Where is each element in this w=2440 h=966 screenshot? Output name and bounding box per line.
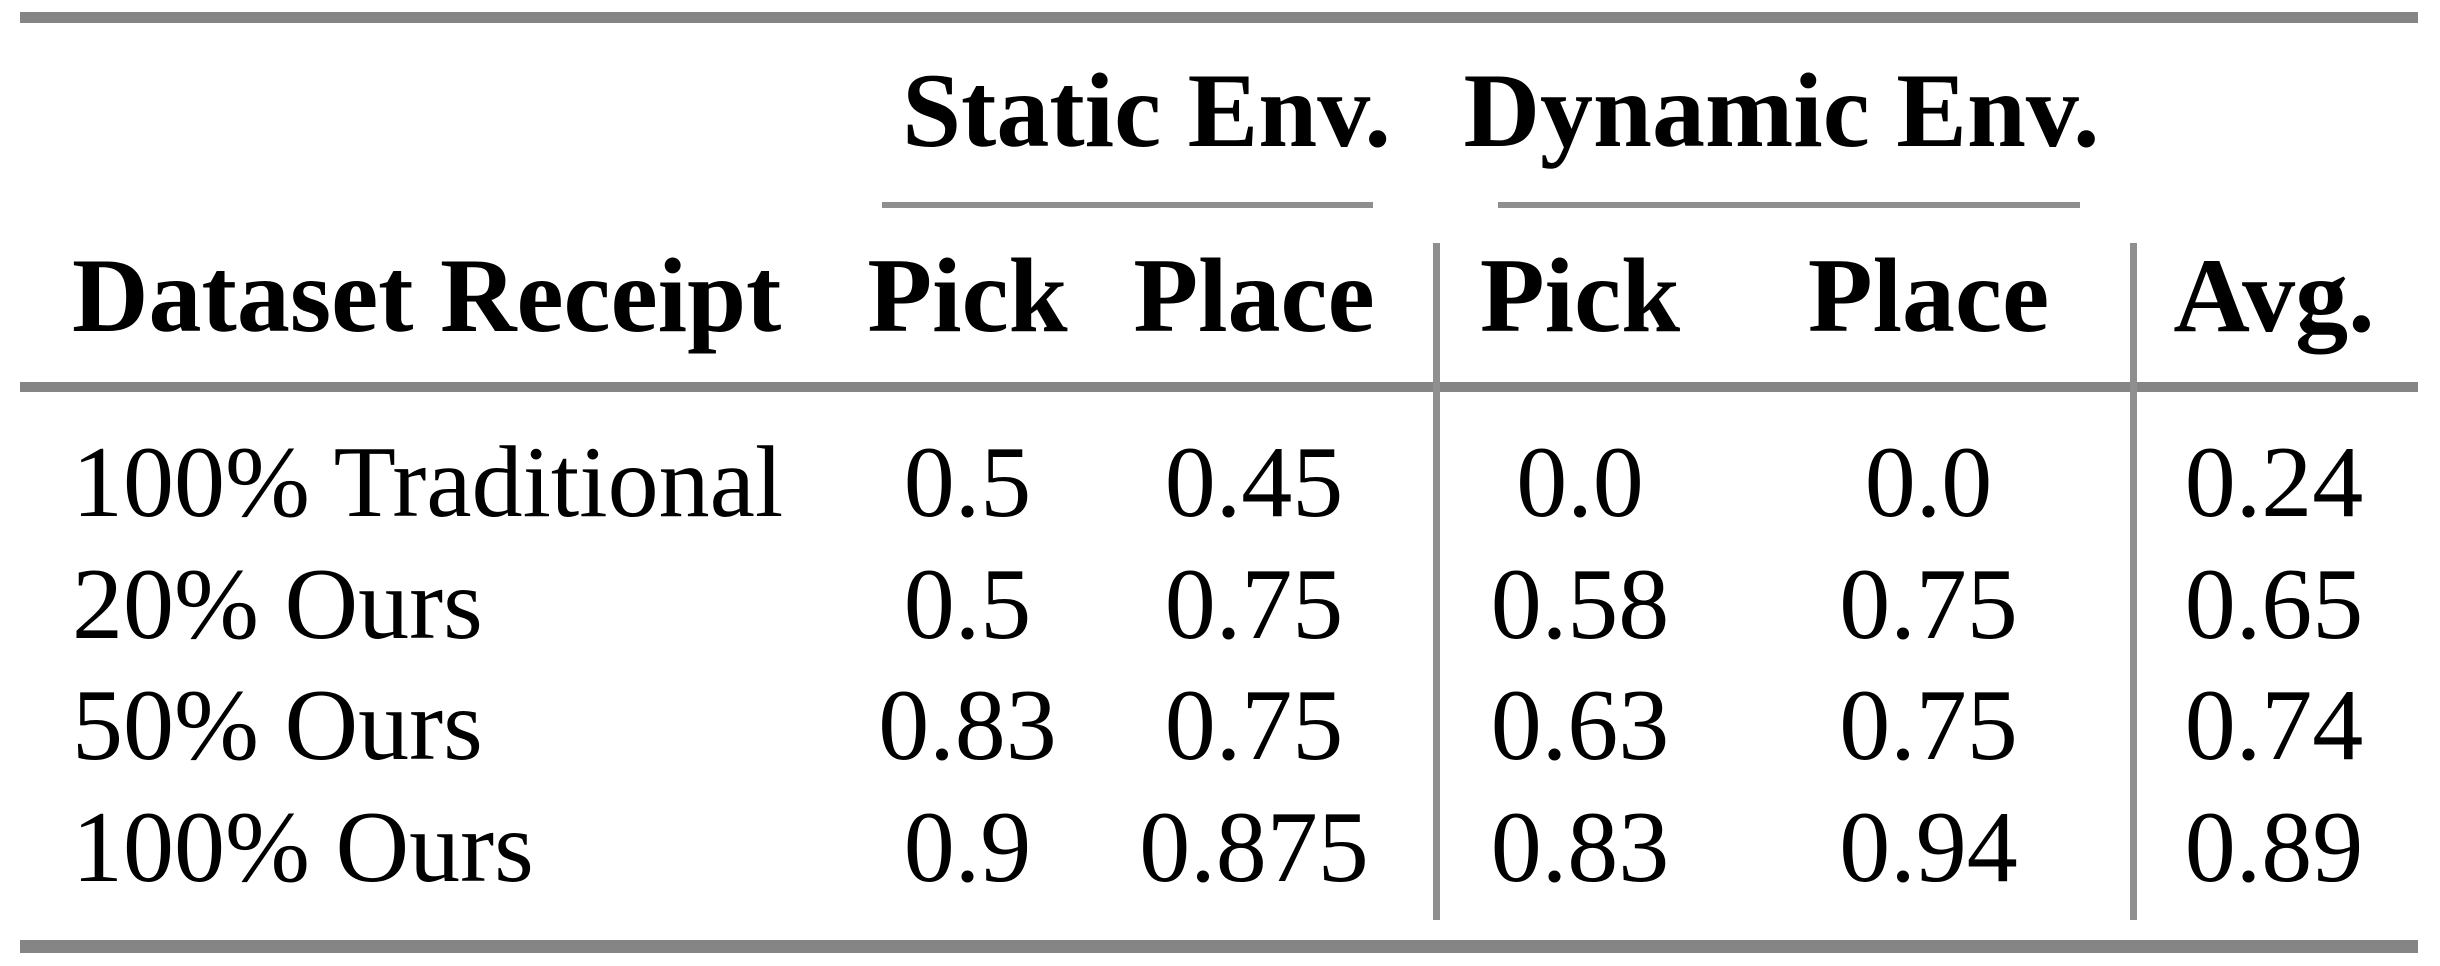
table-row: 100% Traditional 0.5 0.45 0.0 0.0 0.24 (20, 422, 2418, 543)
row-label: 20% Ours (72, 547, 483, 661)
cell-static-pick: 0.9 (903, 790, 1032, 904)
cell-static-pick: 0.83 (878, 668, 1057, 782)
cell-dynamic-place: 0.0 (1864, 425, 1993, 539)
cell-avg: 0.65 (2184, 547, 2364, 661)
column-divider-avg (2130, 243, 2137, 920)
static-env-group-header: Static Env. (902, 52, 1391, 169)
cell-static-place: 0.45 (1164, 425, 1344, 539)
cell-dynamic-pick: 0.0 (1516, 425, 1644, 539)
cell-avg: 0.24 (2184, 425, 2364, 539)
cell-static-pick: 0.5 (903, 425, 1032, 539)
bottom-rule (20, 940, 2418, 953)
cell-avg: 0.74 (2184, 668, 2364, 782)
header-separator-rule (20, 382, 2418, 392)
cell-static-place: 0.875 (1139, 790, 1369, 904)
cell-dynamic-place: 0.94 (1839, 790, 2018, 904)
dynamic-env-underline-rule (1498, 202, 2080, 208)
cell-dynamic-place: 0.75 (1839, 547, 2018, 661)
cell-static-place: 0.75 (1164, 547, 1344, 661)
table-row: 100% Ours 0.9 0.875 0.83 0.94 0.89 (20, 787, 2418, 908)
cell-dynamic-pick: 0.63 (1490, 668, 1670, 782)
top-rule (20, 12, 2418, 23)
cell-dynamic-place: 0.75 (1839, 668, 2018, 782)
table-row: 20% Ours 0.5 0.75 0.58 0.75 0.65 (20, 544, 2418, 665)
header-static-place: Place (1133, 237, 1375, 354)
static-env-underline-rule (882, 202, 1373, 208)
cell-static-pick: 0.5 (903, 547, 1032, 661)
column-divider-static-dynamic (1433, 243, 1440, 920)
header-dynamic-place: Place (1807, 237, 2050, 354)
column-header-row: Dataset Receipt Pick Place Pick Place Av… (20, 231, 2418, 361)
cell-dynamic-pick: 0.83 (1490, 790, 1670, 904)
row-label: 100% Traditional (72, 425, 784, 539)
row-label: 100% Ours (72, 790, 534, 904)
dynamic-env-group-header: Dynamic Env. (1463, 52, 2100, 169)
row-label: 50% Ours (72, 668, 483, 782)
cell-static-place: 0.75 (1164, 668, 1344, 782)
cell-dynamic-pick: 0.58 (1490, 547, 1670, 661)
header-avg: Avg. (2173, 237, 2375, 354)
header-static-pick: Pick (867, 237, 1068, 354)
header-dynamic-pick: Pick (1479, 237, 1681, 354)
cell-avg: 0.89 (2184, 790, 2364, 904)
header-dataset-receipt: Dataset Receipt (72, 237, 782, 354)
table-row: 50% Ours 0.83 0.75 0.63 0.75 0.74 (20, 665, 2418, 786)
column-group-header-row: Static Env. Dynamic Env. (20, 46, 2418, 176)
